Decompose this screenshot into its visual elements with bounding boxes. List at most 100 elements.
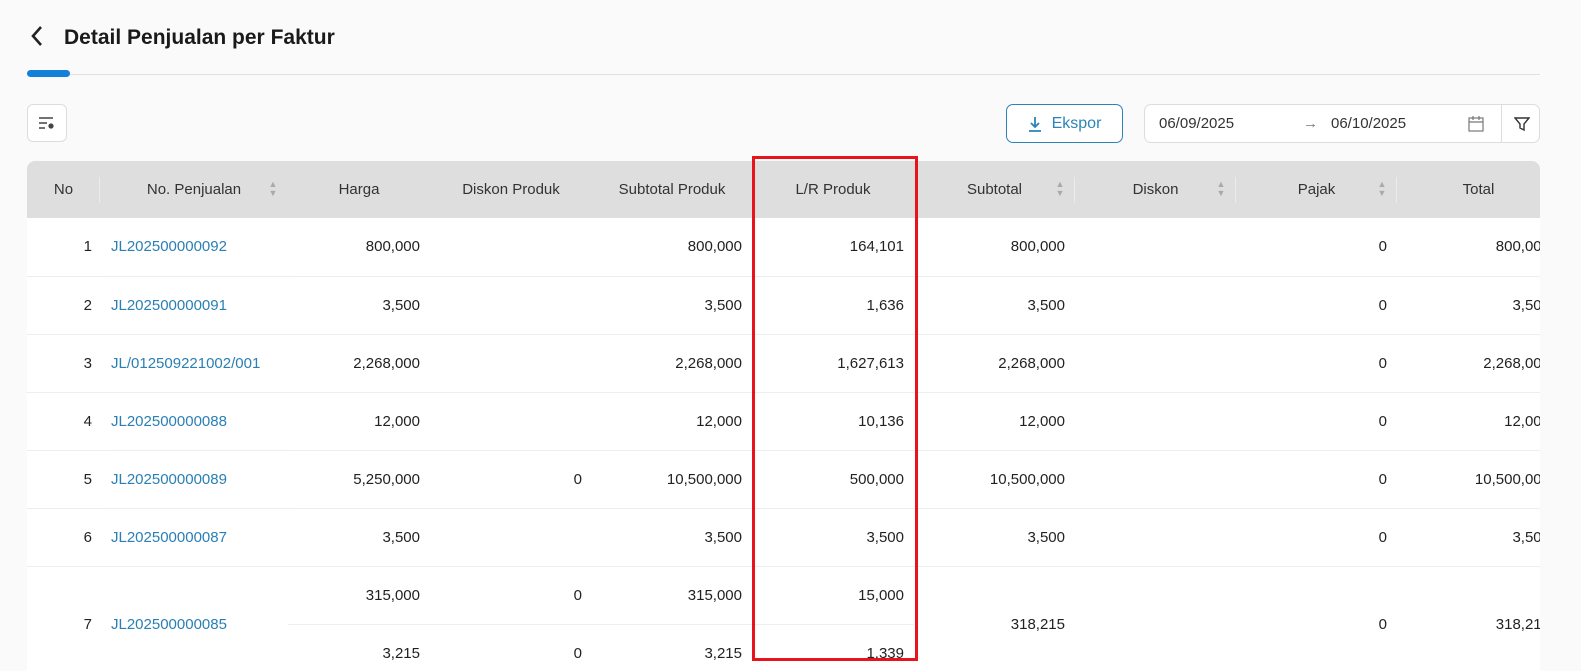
sales-table: No No. Penjualan ▲ ▼ Harga Diskon Produk Subto… bbox=[27, 161, 1540, 671]
cell-diskon-produk: 0 bbox=[430, 450, 592, 509]
filter-button[interactable] bbox=[1501, 105, 1541, 142]
table-row: 3,215 0 3,215 1,339 bbox=[27, 624, 1540, 671]
column-separator bbox=[1074, 177, 1075, 203]
column-settings-button[interactable] bbox=[27, 104, 67, 142]
cell-subtotal: 10,500,000 bbox=[914, 450, 1075, 509]
cell-diskon-produk: 0 bbox=[430, 624, 592, 671]
table-row: 7 JL202500000085 315,000 0 315,000 15,000 318,… bbox=[27, 566, 1540, 671]
cell-pajak: 0 bbox=[1236, 508, 1397, 567]
sales-number-link[interactable]: JL202500000091 bbox=[100, 276, 288, 335]
cell-harga: 315,000 bbox=[288, 566, 430, 625]
column-header-label: Total bbox=[1462, 181, 1495, 198]
table-row: 2 JL202500000091 3,500 3,500 1,636 3,500 0 3,50… bbox=[27, 276, 1540, 335]
column-header-subtotal[interactable]: Subtotal ▲ ▼ bbox=[914, 161, 1075, 218]
cell-subtotal: 2,268,000 bbox=[914, 334, 1075, 393]
cell-total: 2,268,000 bbox=[1397, 334, 1540, 393]
column-header-diskon[interactable]: Diskon ▲ ▼ bbox=[1075, 161, 1236, 218]
cell-subtotal-produk: 2,268,000 bbox=[592, 334, 752, 393]
column-separator bbox=[99, 177, 100, 203]
column-header-label: No. Penjualan bbox=[146, 181, 242, 198]
cell-no: 2 bbox=[27, 276, 100, 335]
cell-lr-produk: 1,636 bbox=[752, 276, 914, 335]
cell-subtotal-produk: 3,500 bbox=[592, 508, 752, 567]
table-row: 3 JL/012509221002/001 2,268,000 2,268,000 1,… bbox=[27, 334, 1540, 393]
cell-subtotal-produk: 12,000 bbox=[592, 392, 752, 451]
column-header-label: No bbox=[53, 181, 74, 198]
column-settings-icon bbox=[39, 117, 54, 129]
sales-number-link[interactable]: JL202500000088 bbox=[100, 392, 288, 451]
sales-number-link[interactable]: JL202500000087 bbox=[100, 508, 288, 567]
sort-icon[interactable]: ▲ ▼ bbox=[1216, 179, 1226, 198]
cell-pajak: 0 bbox=[1236, 334, 1397, 393]
cell-lr-produk: 1,339 bbox=[752, 624, 914, 671]
cell-no: 3 bbox=[27, 334, 100, 393]
cell-harga: 3,500 bbox=[288, 276, 430, 335]
sort-icon[interactable]: ▲ ▼ bbox=[1055, 179, 1065, 198]
column-header-label: Pajak bbox=[1297, 181, 1336, 198]
sales-number-link[interactable]: JL202500000092 bbox=[100, 218, 288, 277]
cell-no: 6 bbox=[27, 508, 100, 567]
cell-diskon-produk bbox=[430, 508, 592, 567]
calendar-icon[interactable] bbox=[1468, 115, 1484, 132]
cell-harga: 12,000 bbox=[288, 392, 430, 451]
cell-lr-produk: 3,500 bbox=[752, 508, 914, 567]
cell-lr-produk: 500,000 bbox=[752, 450, 914, 509]
cell-total: 3,500 bbox=[1397, 508, 1540, 567]
export-button[interactable]: Ekspor bbox=[1006, 104, 1123, 143]
cell-harga: 2,268,000 bbox=[288, 334, 430, 393]
sales-number-link[interactable]: JL202500000089 bbox=[100, 450, 288, 509]
cell-pajak: 0 bbox=[1236, 566, 1397, 671]
cell-pajak: 0 bbox=[1236, 450, 1397, 509]
column-header-label: Diskon bbox=[1132, 181, 1179, 198]
column-header-label: Subtotal Produk bbox=[618, 181, 726, 198]
table-row: 6 JL202500000087 3,500 3,500 3,500 3,500 0 3,50… bbox=[27, 508, 1540, 567]
cell-diskon bbox=[1075, 218, 1236, 277]
column-header-harga: Harga bbox=[288, 161, 430, 218]
cell-lr-produk: 10,136 bbox=[752, 392, 914, 451]
cell-diskon bbox=[1075, 508, 1236, 567]
filter-icon bbox=[1513, 116, 1530, 131]
cell-harga: 3,500 bbox=[288, 508, 430, 567]
cell-subtotal: 318,215 bbox=[914, 566, 1075, 671]
cell-subtotal: 12,000 bbox=[914, 392, 1075, 451]
cell-diskon bbox=[1075, 392, 1236, 451]
date-to-input[interactable]: 06/10/2025 bbox=[1331, 115, 1407, 132]
cell-harga: 3,215 bbox=[288, 624, 430, 671]
column-header-no-penjualan[interactable]: No. Penjualan ▲ ▼ bbox=[100, 161, 288, 218]
date-from-input[interactable]: 06/09/2025 bbox=[1159, 115, 1235, 132]
cell-subtotal-produk: 10,500,000 bbox=[592, 450, 752, 509]
cell-lr-produk: 15,000 bbox=[752, 566, 914, 625]
cell-total: 3,500 bbox=[1397, 276, 1540, 335]
column-header-total[interactable]: Total▲▼ bbox=[1397, 161, 1540, 218]
cell-diskon bbox=[1075, 566, 1236, 671]
cell-subtotal: 3,500 bbox=[914, 276, 1075, 335]
cell-lr-produk: 164,101 bbox=[752, 218, 914, 277]
column-header-lr-produk: L/R Produk bbox=[752, 161, 914, 218]
sort-icon[interactable]: ▲ ▼ bbox=[268, 179, 278, 198]
column-header-label: Harga bbox=[338, 181, 380, 198]
column-header-pajak[interactable]: Pajak ▲ ▼ bbox=[1236, 161, 1397, 218]
cell-pajak: 0 bbox=[1236, 392, 1397, 451]
sales-number-link[interactable]: JL/012509221002/001 bbox=[100, 334, 288, 393]
column-separator bbox=[1396, 177, 1397, 203]
cell-no: 5 bbox=[27, 450, 100, 509]
tab-indicator bbox=[27, 70, 70, 77]
cell-harga: 5,250,000 bbox=[288, 450, 430, 509]
page-title: Detail Penjualan per Faktur bbox=[64, 26, 335, 49]
cell-total: 318,215 bbox=[1397, 566, 1540, 671]
column-separator bbox=[1235, 177, 1236, 203]
date-range-picker[interactable]: 06/09/2025 → 06/10/2025 bbox=[1144, 104, 1540, 143]
cell-diskon bbox=[1075, 276, 1236, 335]
tab-divider bbox=[27, 74, 1540, 75]
cell-subtotal-produk: 800,000 bbox=[592, 218, 752, 277]
column-header-label: Diskon Produk bbox=[462, 181, 560, 198]
sales-number-link[interactable]: JL202500000085 bbox=[100, 566, 288, 671]
cell-total: 10,500,000 bbox=[1397, 450, 1540, 509]
back-chevron-icon[interactable] bbox=[30, 24, 50, 52]
cell-total: 12,000 bbox=[1397, 392, 1540, 451]
column-header-no: No bbox=[27, 161, 100, 218]
cell-harga: 800,000 bbox=[288, 218, 430, 277]
cell-diskon bbox=[1075, 334, 1236, 393]
cell-no: 1 bbox=[27, 218, 100, 277]
sort-icon[interactable]: ▲ ▼ bbox=[1377, 179, 1387, 198]
